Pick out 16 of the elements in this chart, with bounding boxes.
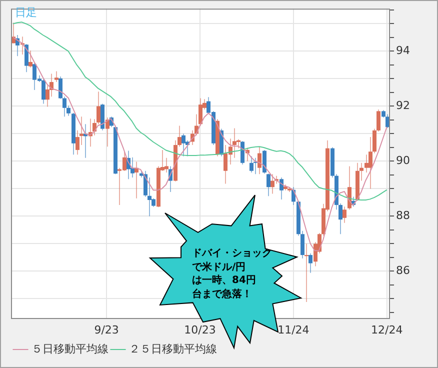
x-tick-label: 11/24: [278, 323, 310, 336]
annotation: は一時、84円: [192, 274, 256, 288]
y-tick-label: 94: [396, 44, 410, 58]
y-tick-label: 90: [396, 154, 410, 168]
legend-label: ５日移動平均線: [32, 342, 108, 356]
x-tick-label: 10/23: [184, 323, 216, 336]
annotation: ドバイ・ショック: [192, 247, 272, 260]
y-tick-label: 86: [396, 264, 410, 278]
legend-label: ２５日移動平均線: [129, 342, 217, 356]
x-tick-label: 9/23: [94, 323, 119, 336]
y-tick-label: 88: [396, 209, 410, 222]
annotation: 日足: [15, 5, 37, 20]
annotation: 台まで急落！: [192, 288, 252, 301]
y-tick-label: 92: [396, 99, 410, 112]
annotation: で米ドル/円: [192, 260, 246, 274]
x-tick-label: 12/24: [371, 323, 403, 336]
